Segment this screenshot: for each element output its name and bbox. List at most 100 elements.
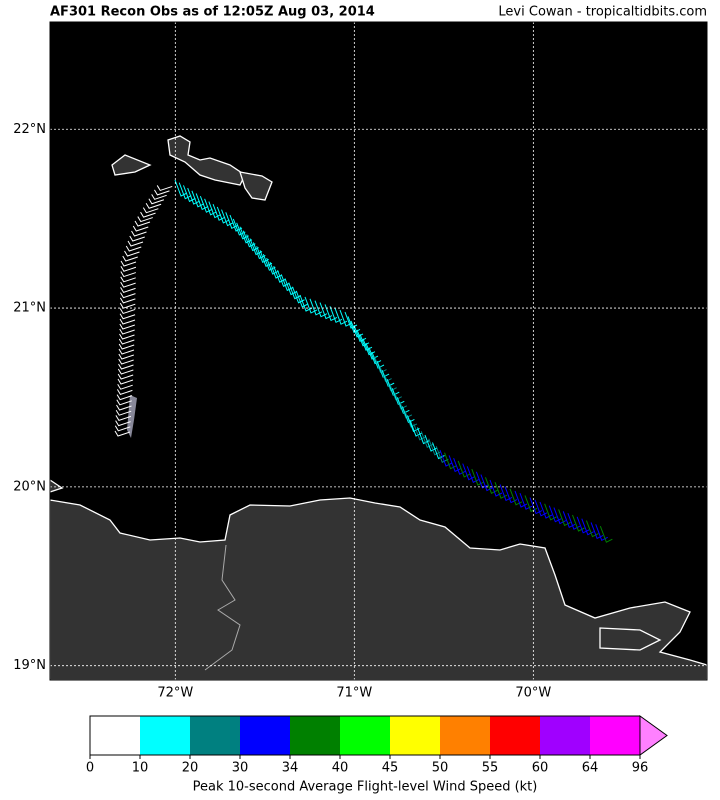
wind-barb	[562, 511, 576, 528]
wind-barb	[389, 383, 402, 401]
wind-barb	[457, 460, 471, 478]
wind-barb	[252, 242, 266, 260]
wind-barb	[120, 271, 136, 278]
wind-barb	[114, 425, 131, 432]
wind-barb	[353, 325, 367, 343]
wind-barb	[242, 230, 256, 248]
wind-barb	[140, 211, 156, 218]
wind-barb	[259, 250, 273, 267]
wind-barb	[394, 392, 408, 410]
wind-barb	[391, 388, 405, 405]
wind-barb	[471, 468, 485, 486]
wind-barb	[576, 516, 590, 534]
wind-barb	[439, 449, 453, 467]
land	[49, 135, 708, 681]
wind-barb	[401, 406, 415, 424]
wind-barb	[116, 399, 132, 406]
colorbar-tick-label: 45	[382, 761, 399, 776]
wind-barb	[344, 311, 358, 329]
wind-barb	[544, 503, 557, 521]
wind-barb	[120, 281, 136, 288]
wind-barb	[548, 505, 562, 523]
wind-barb	[246, 234, 259, 252]
colorbar-extend	[639, 715, 668, 756]
colorbar-tick-label: 50	[432, 761, 449, 776]
wind-barb	[249, 238, 263, 256]
wind-barb	[524, 495, 538, 513]
wind-barb	[117, 378, 134, 385]
wind-barb	[504, 486, 518, 504]
wind-barb	[117, 368, 134, 375]
wind-barb	[435, 446, 449, 463]
wind-barb	[195, 193, 209, 211]
colorbar-label: Peak 10-second Average Flight-level Wind…	[193, 780, 538, 795]
wind-barb	[365, 342, 379, 360]
colorbar-tick-label: 34	[282, 761, 299, 776]
wind-barb	[120, 266, 137, 272]
wind-barb	[191, 190, 205, 208]
wind-barb	[119, 313, 136, 320]
wind-barb	[266, 257, 279, 275]
wind-barb	[134, 220, 151, 227]
colorbar-bin	[540, 716, 590, 755]
wind-barb	[368, 347, 382, 365]
colorbar-bin	[190, 716, 240, 755]
wind-barb	[151, 194, 167, 200]
wind-barb	[553, 507, 567, 525]
wind-barb	[381, 369, 395, 387]
wind-barb	[182, 185, 196, 203]
wind-barb	[399, 401, 413, 419]
wind-barb	[119, 323, 135, 330]
wind-barb	[371, 351, 385, 369]
wind-barb	[120, 276, 136, 283]
wind-barb	[221, 209, 234, 227]
wind-barb	[118, 348, 135, 355]
map-frame	[49, 21, 708, 681]
title: AF301 Recon Obs as of 12:05Z Aug 03, 201…	[50, 5, 375, 20]
wind-barb	[116, 389, 133, 396]
wind-barb	[120, 287, 136, 293]
wind-barb	[116, 394, 133, 401]
wind-barb	[529, 497, 543, 515]
wind-barb	[595, 524, 608, 541]
y-tick-label: 21°N	[13, 301, 46, 316]
x-tick-label: 72°W	[157, 686, 193, 701]
colorbar-bin	[140, 716, 190, 755]
wind-barb	[145, 202, 162, 209]
wind-barb	[132, 225, 149, 232]
wind-barb	[484, 477, 498, 494]
wind-barb	[115, 415, 132, 422]
wind-barb	[499, 484, 513, 502]
wind-barb	[262, 253, 276, 271]
wind-barb	[114, 430, 131, 437]
colorbar-tick-label: 30	[232, 761, 249, 776]
wind-barb	[212, 204, 226, 221]
wind-barb	[514, 490, 528, 508]
credit: Levi Cowan - tropicaltidbits.com	[498, 5, 707, 20]
wind-barb	[384, 374, 397, 392]
wind-barb	[127, 240, 144, 247]
wind-barb	[118, 358, 134, 365]
wind-barb	[256, 246, 269, 264]
wind-barb	[350, 320, 364, 338]
colorbar-bin	[590, 716, 640, 755]
wind-barb	[406, 415, 420, 433]
colorbar-tick-label: 20	[182, 761, 199, 776]
wind-barb	[124, 250, 140, 257]
wind-barb	[236, 222, 249, 240]
wind-barb	[204, 198, 217, 216]
wind-barb	[118, 363, 134, 370]
wind-barb	[119, 318, 136, 325]
wind-barb	[374, 356, 387, 374]
x-tick-label: 70°W	[515, 686, 551, 701]
wind-barb	[119, 308, 136, 315]
wind-barb	[122, 255, 138, 262]
wind-barb	[118, 343, 135, 350]
wind-barb	[494, 482, 508, 499]
wind-barb	[156, 185, 173, 192]
wind-barb	[117, 373, 134, 380]
wind-barb	[115, 420, 131, 427]
colorbar-tick-label: 0	[86, 761, 94, 776]
colorbar-bin	[340, 716, 390, 755]
